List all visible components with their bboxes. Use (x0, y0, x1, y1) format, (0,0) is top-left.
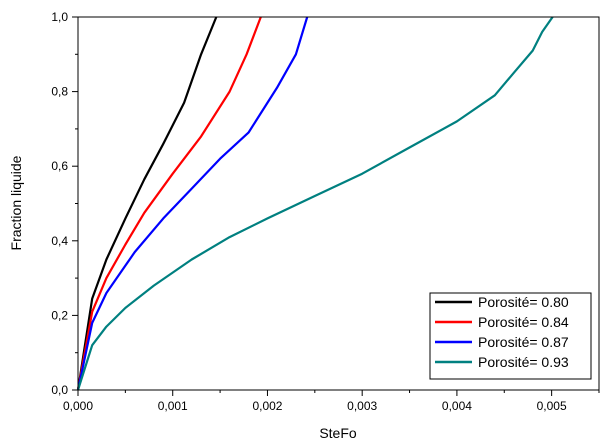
legend-label-2: Porosité= 0.84 (478, 314, 569, 330)
x-tick-label: 0,001 (158, 399, 188, 413)
x-tick-label: 0,004 (442, 399, 472, 413)
y-tick-label: 0,2 (51, 308, 68, 322)
x-axis-label: SteFo (319, 425, 357, 441)
series-line-2 (76, 16, 262, 391)
legend-box (429, 292, 592, 380)
x-tick-label: 0,002 (252, 399, 282, 413)
x-tick-label: 0,005 (537, 399, 567, 413)
legend: Porosité= 0.80 Porosité= 0.84 Porosité= 0.… (429, 292, 592, 380)
legend-label-1: Porosité= 0.80 (478, 294, 569, 310)
y-axis-label: Fraction liquide (8, 155, 24, 250)
legend-label-3: Porosité= 0.87 (478, 334, 569, 350)
x-tick-label: 0,000 (63, 399, 93, 413)
series-line-3 (76, 16, 309, 391)
y-tick-label: 0,0 (51, 383, 68, 397)
y-tick-label: 0,6 (51, 159, 68, 173)
series-line-1 (76, 16, 218, 391)
y-tick-label: 0,4 (51, 234, 68, 248)
y-axis: 0,0 0,2 0,4 0,6 0,8 1,0 (51, 10, 78, 397)
x-tick-label: 0,003 (347, 399, 377, 413)
y-tick-label: 1,0 (51, 10, 68, 24)
legend-items: Porosité= 0.80 Porosité= 0.84 Porosité= 0.… (435, 294, 569, 370)
legend-label-4: Porosité= 0.93 (478, 354, 569, 370)
series-line-4 (76, 16, 554, 391)
x-axis: 0,000 0,001 0,002 0,003 0,004 0,005 (63, 390, 600, 413)
y-tick-label: 0,8 (51, 85, 68, 99)
plot-series (76, 16, 554, 391)
